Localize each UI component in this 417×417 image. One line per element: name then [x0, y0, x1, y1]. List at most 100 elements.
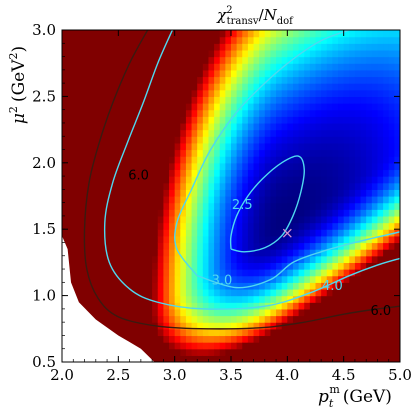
chart-title: χ2 transv/Ndof: [216, 5, 294, 27]
heatmap-cell: [371, 103, 379, 111]
heatmap-cell: [388, 83, 395, 91]
heatmap-cell: [169, 196, 176, 204]
heatmap-cell: [231, 189, 238, 197]
heatmap-cell: [264, 215, 272, 224]
heatmap-cell: [343, 249, 350, 257]
heatmap-cell: [371, 83, 379, 91]
heatmap-cell: [281, 63, 288, 71]
heatmap-cell: [219, 176, 226, 184]
heatmap-cell: [394, 275, 400, 283]
heatmap-cell: [247, 355, 255, 362]
heatmap-cell: [366, 282, 373, 290]
heatmap-cell: [383, 355, 390, 362]
heatmap-cell: [180, 69, 187, 78]
heatmap-cell: [360, 335, 367, 343]
heatmap-cell: [343, 189, 350, 197]
heatmap-cell: [219, 189, 226, 197]
heatmap-cell: [326, 348, 333, 356]
heatmap-cell: [225, 269, 232, 277]
heatmap-cell: [309, 222, 317, 230]
heatmap-cell: [185, 269, 193, 277]
heatmap-cell: [371, 30, 379, 38]
heatmap-cell: [118, 255, 125, 263]
heatmap-cell: [270, 269, 277, 277]
heatmap-cell: [298, 308, 305, 317]
heatmap-cell: [135, 275, 142, 283]
heatmap-cell: [163, 162, 170, 171]
heatmap-cell: [242, 328, 249, 337]
heatmap-cell: [388, 56, 395, 64]
heatmap-cell: [360, 182, 367, 190]
heatmap-cell: [292, 288, 300, 297]
heatmap-cell: [225, 275, 232, 283]
heatmap-cell: [304, 56, 311, 64]
heatmap-cell: [180, 322, 187, 330]
heatmap-cell: [174, 249, 181, 257]
heatmap-cell: [62, 215, 69, 224]
heatmap-cell: [135, 229, 142, 237]
heatmap-cell: [118, 282, 125, 290]
heatmap-cell: [208, 282, 215, 290]
heatmap-cell: [123, 156, 131, 164]
heatmap-cell: [174, 322, 181, 330]
heatmap-cell: [377, 136, 384, 144]
heatmap-cell: [338, 202, 345, 210]
heatmap-cell: [354, 355, 362, 362]
heatmap-cell: [219, 36, 226, 44]
heatmap-cell: [276, 109, 283, 117]
heatmap-cell: [174, 275, 181, 283]
heatmap-cell: [129, 149, 136, 157]
heatmap-cell: [135, 169, 142, 177]
excluded-region-mask: [62, 235, 155, 362]
heatmap-cell: [388, 103, 395, 111]
heatmap-cell: [135, 49, 142, 58]
heatmap-cell: [281, 242, 288, 250]
heatmap-cell: [253, 136, 260, 144]
heatmap-cell: [140, 49, 148, 58]
heatmap-cell: [191, 282, 198, 290]
heatmap-cell: [287, 202, 294, 210]
heatmap-cell: [315, 229, 322, 237]
heatmap-cell: [191, 235, 198, 244]
heatmap-cell: [377, 288, 384, 297]
heatmap-cell: [321, 96, 328, 104]
heatmap-cell: [236, 295, 243, 303]
heatmap-cell: [321, 229, 328, 237]
heatmap-cell: [343, 302, 350, 310]
heatmap-cell: [242, 30, 249, 38]
heatmap-cell: [112, 176, 119, 184]
heatmap-cell: [84, 89, 91, 97]
heatmap-cell: [388, 348, 395, 356]
heatmap-cell: [264, 229, 272, 237]
heatmap-cell: [185, 89, 193, 97]
heatmap-cell: [276, 69, 283, 78]
heatmap-cell: [180, 288, 187, 297]
heatmap-cell: [191, 308, 198, 317]
heatmap-cell: [174, 189, 181, 197]
heatmap-cell: [107, 69, 114, 78]
heatmap-cell: [123, 176, 131, 184]
heatmap-cell: [343, 315, 350, 323]
heatmap-cell: [366, 122, 373, 131]
heatmap-cell: [107, 322, 114, 330]
heatmap-cell: [264, 189, 272, 197]
heatmap-cell: [371, 242, 379, 250]
heatmap-cell: [276, 328, 283, 337]
heatmap-cell: [253, 302, 260, 310]
heatmap-cell: [338, 229, 345, 237]
heatmap-cell: [338, 308, 345, 317]
heatmap-cell: [360, 122, 367, 131]
heatmap-cell: [174, 103, 181, 111]
heatmap-cell: [332, 43, 339, 51]
heatmap-cell: [354, 63, 362, 71]
heatmap-cell: [129, 202, 136, 210]
heatmap-cell: [180, 335, 187, 343]
heatmap-cell: [383, 109, 390, 117]
heatmap-cell: [259, 103, 266, 111]
heatmap-cell: [174, 176, 181, 184]
heatmap-cell: [394, 269, 400, 277]
heatmap-cell: [276, 142, 283, 151]
heatmap-cell: [259, 315, 266, 323]
heatmap-cell: [259, 89, 266, 97]
